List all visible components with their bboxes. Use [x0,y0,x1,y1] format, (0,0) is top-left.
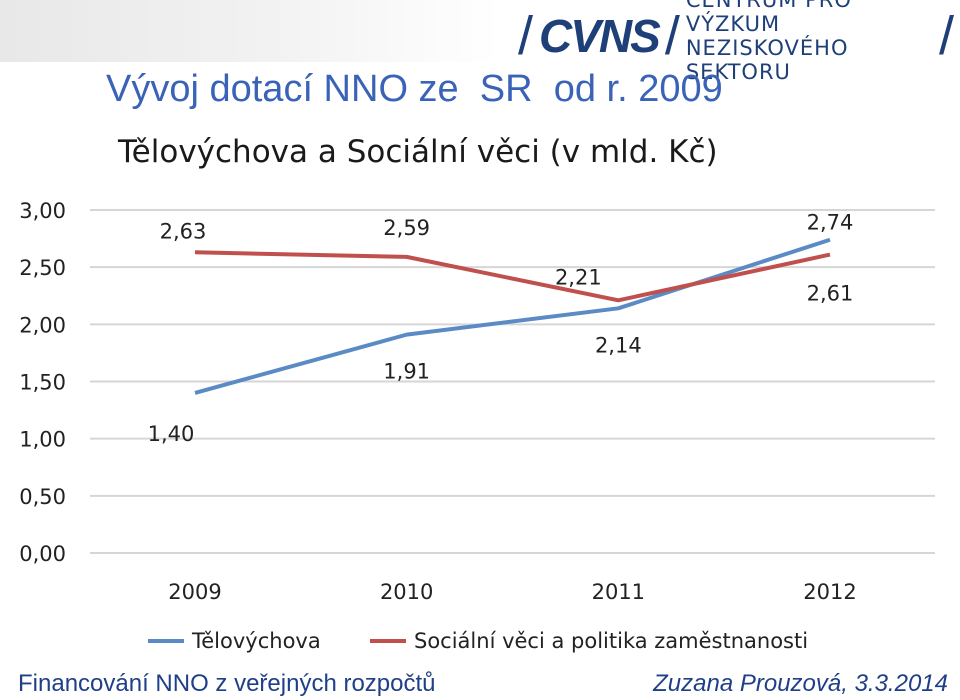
logo-slash-icon: / [938,6,954,66]
data-label: 2,14 [595,333,642,357]
line-chart: 0,00 0,50 1,00 1,50 2,00 2,50 3,00 2009 2010 2011… [19,199,935,653]
y-tick-label: 1,00 [19,428,66,452]
data-label: 1,91 [383,360,430,384]
data-label: 2,61 [807,282,854,306]
x-tick-label: 2009 [168,580,221,604]
logo-slash-icon: / [518,6,534,66]
logo-slash-icon: / [664,6,680,66]
x-tick-label: 2011 [592,580,645,604]
footer-right-text: Zuzana Prouzová, 3.3.2014 [653,670,948,697]
legend-label: Tělovýchova [191,629,321,653]
logo-line-1: CENTRUM PRO VÝZKUM [685,0,852,36]
logo-text: CENTRUM PRO VÝZKUM NEZISKOVÉHO SEKTORU [686,0,933,84]
data-label: 2,63 [160,219,207,243]
y-tick-label: 0,50 [19,485,66,509]
logo-line-2: NEZISKOVÉHO SEKTORU [685,36,849,84]
data-label: 2,21 [555,265,602,289]
y-tick-label: 0,00 [19,542,66,566]
y-tick-label: 2,00 [19,313,66,337]
x-tick-label: 2012 [803,580,856,604]
series-line [194,237,831,395]
y-tick-label: 3,00 [19,199,66,223]
data-label: 1,40 [148,422,195,446]
series-line [194,250,831,303]
y-tick-label: 2,50 [19,256,66,280]
slide-title: Vývoj dotací NNO ze SR od r. 2009 [106,68,723,110]
data-label: 2,59 [383,216,430,240]
slide-subtitle: Tělovýchova a Sociální věci (v mld. Kč) [118,134,718,170]
x-tick-label: 2010 [380,580,433,604]
cvns-logo: / CVNS / CENTRUM PRO VÝZKUM NEZISKOVÉHO … [512,0,960,84]
logo-mark: CVNS [539,10,661,62]
footer-left-text: Financování NNO z veřejných rozpočtů [18,670,436,697]
y-tick-label: 1,50 [19,371,66,395]
data-label: 2,74 [807,211,854,235]
legend-label: Sociální věci a politika zaměstnanosti [414,629,808,653]
header-band [0,0,500,62]
